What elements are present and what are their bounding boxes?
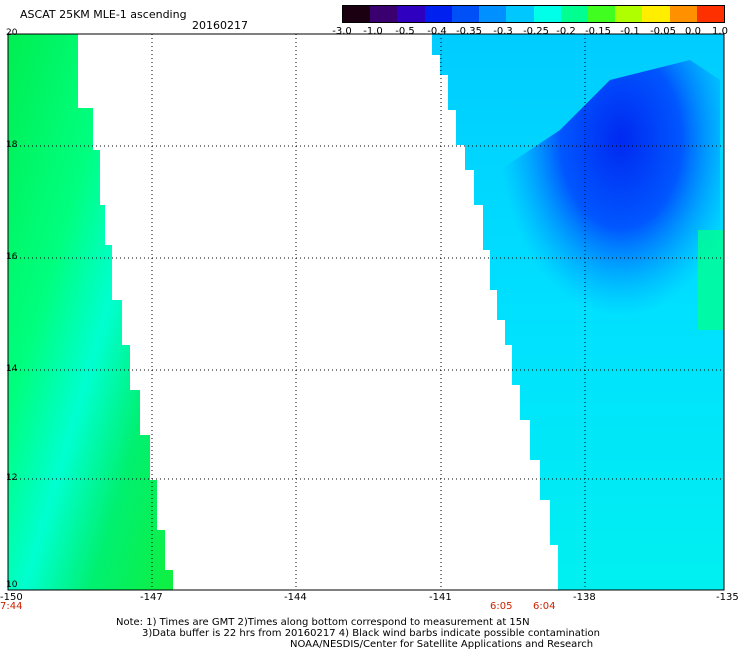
colorbar-label: -3.0 — [332, 26, 352, 37]
footer-note-line-1: Note: 1) Times are GMT 2)Times along bot… — [116, 617, 530, 628]
product-title: ASCAT 25KM MLE-1 ascending — [20, 8, 187, 21]
lat-tick-label: 20 — [6, 28, 18, 38]
lon-tick-label: -135 — [716, 592, 739, 603]
swath-right-green-edge — [698, 230, 724, 330]
colorbar-swatch — [669, 6, 697, 22]
product-date: 20160217 — [192, 19, 248, 32]
colorbar-label: -0.4 — [427, 26, 447, 37]
colorbar-swatch — [533, 6, 561, 22]
map-frame — [7, 33, 725, 591]
colorbar-swatch — [560, 6, 588, 22]
lon-tick-label: -141 — [429, 592, 452, 603]
colorbar-swatch — [696, 6, 724, 22]
colorbar-label: -0.3 — [493, 26, 513, 37]
colorbar-label: -0.05 — [650, 26, 676, 37]
colorbar-label: -0.2 — [556, 26, 576, 37]
colorbar-label: -0.25 — [523, 26, 549, 37]
colorbar-label: -1.0 — [363, 26, 383, 37]
colorbar-swatch — [642, 6, 670, 22]
colorbar-swatch — [343, 6, 371, 22]
swath-right-blue-core — [500, 60, 720, 380]
colorbar-swatch — [587, 6, 616, 22]
colorbar-label: -0.35 — [456, 26, 482, 37]
colorbar-swatch — [479, 6, 507, 22]
colorbar-label: -0.15 — [585, 26, 611, 37]
colorbar-label: -0.1 — [620, 26, 640, 37]
lat-tick-label: 16 — [6, 252, 18, 262]
lat-tick-label: 14 — [6, 364, 18, 374]
lon-tick-label: -150 — [0, 592, 23, 603]
lon-tick-label: -147 — [140, 592, 163, 603]
colorbar-label: 1.0 — [712, 26, 728, 37]
lat-tick-label: 10 — [6, 580, 18, 590]
graticule — [8, 34, 724, 590]
lon-tick-label: -144 — [284, 592, 307, 603]
pass-time: 6:04 — [533, 601, 556, 612]
footer-note-line-2: 3)Data buffer is 22 hrs from 20160217 4)… — [142, 628, 600, 639]
colorbar-swatch — [451, 6, 480, 22]
lat-tick-label: 18 — [6, 140, 18, 150]
footer-note-credit: NOAA/NESDIS/Center for Satellite Applica… — [290, 639, 594, 650]
colorbar — [342, 5, 725, 23]
colorbar-swatch — [615, 6, 643, 22]
colorbar-label: -0.5 — [395, 26, 415, 37]
colorbar-swatch — [397, 6, 425, 22]
lon-tick-label: -138 — [573, 592, 596, 603]
lat-tick-label: 12 — [6, 473, 18, 483]
colorbar-swatch — [506, 6, 534, 22]
colorbar-swatch — [370, 6, 398, 22]
colorbar-swatch — [424, 6, 452, 22]
pass-time: 7:44 — [0, 601, 23, 612]
swath-left — [8, 34, 173, 590]
pass-time: 6:05 — [490, 601, 513, 612]
colorbar-labels: -3.0 -1.0 -0.5 -0.4 -0.35 -0.3 -0.25 -0.… — [0, 0, 740, 40]
colorbar-label: 0.0 — [685, 26, 701, 37]
